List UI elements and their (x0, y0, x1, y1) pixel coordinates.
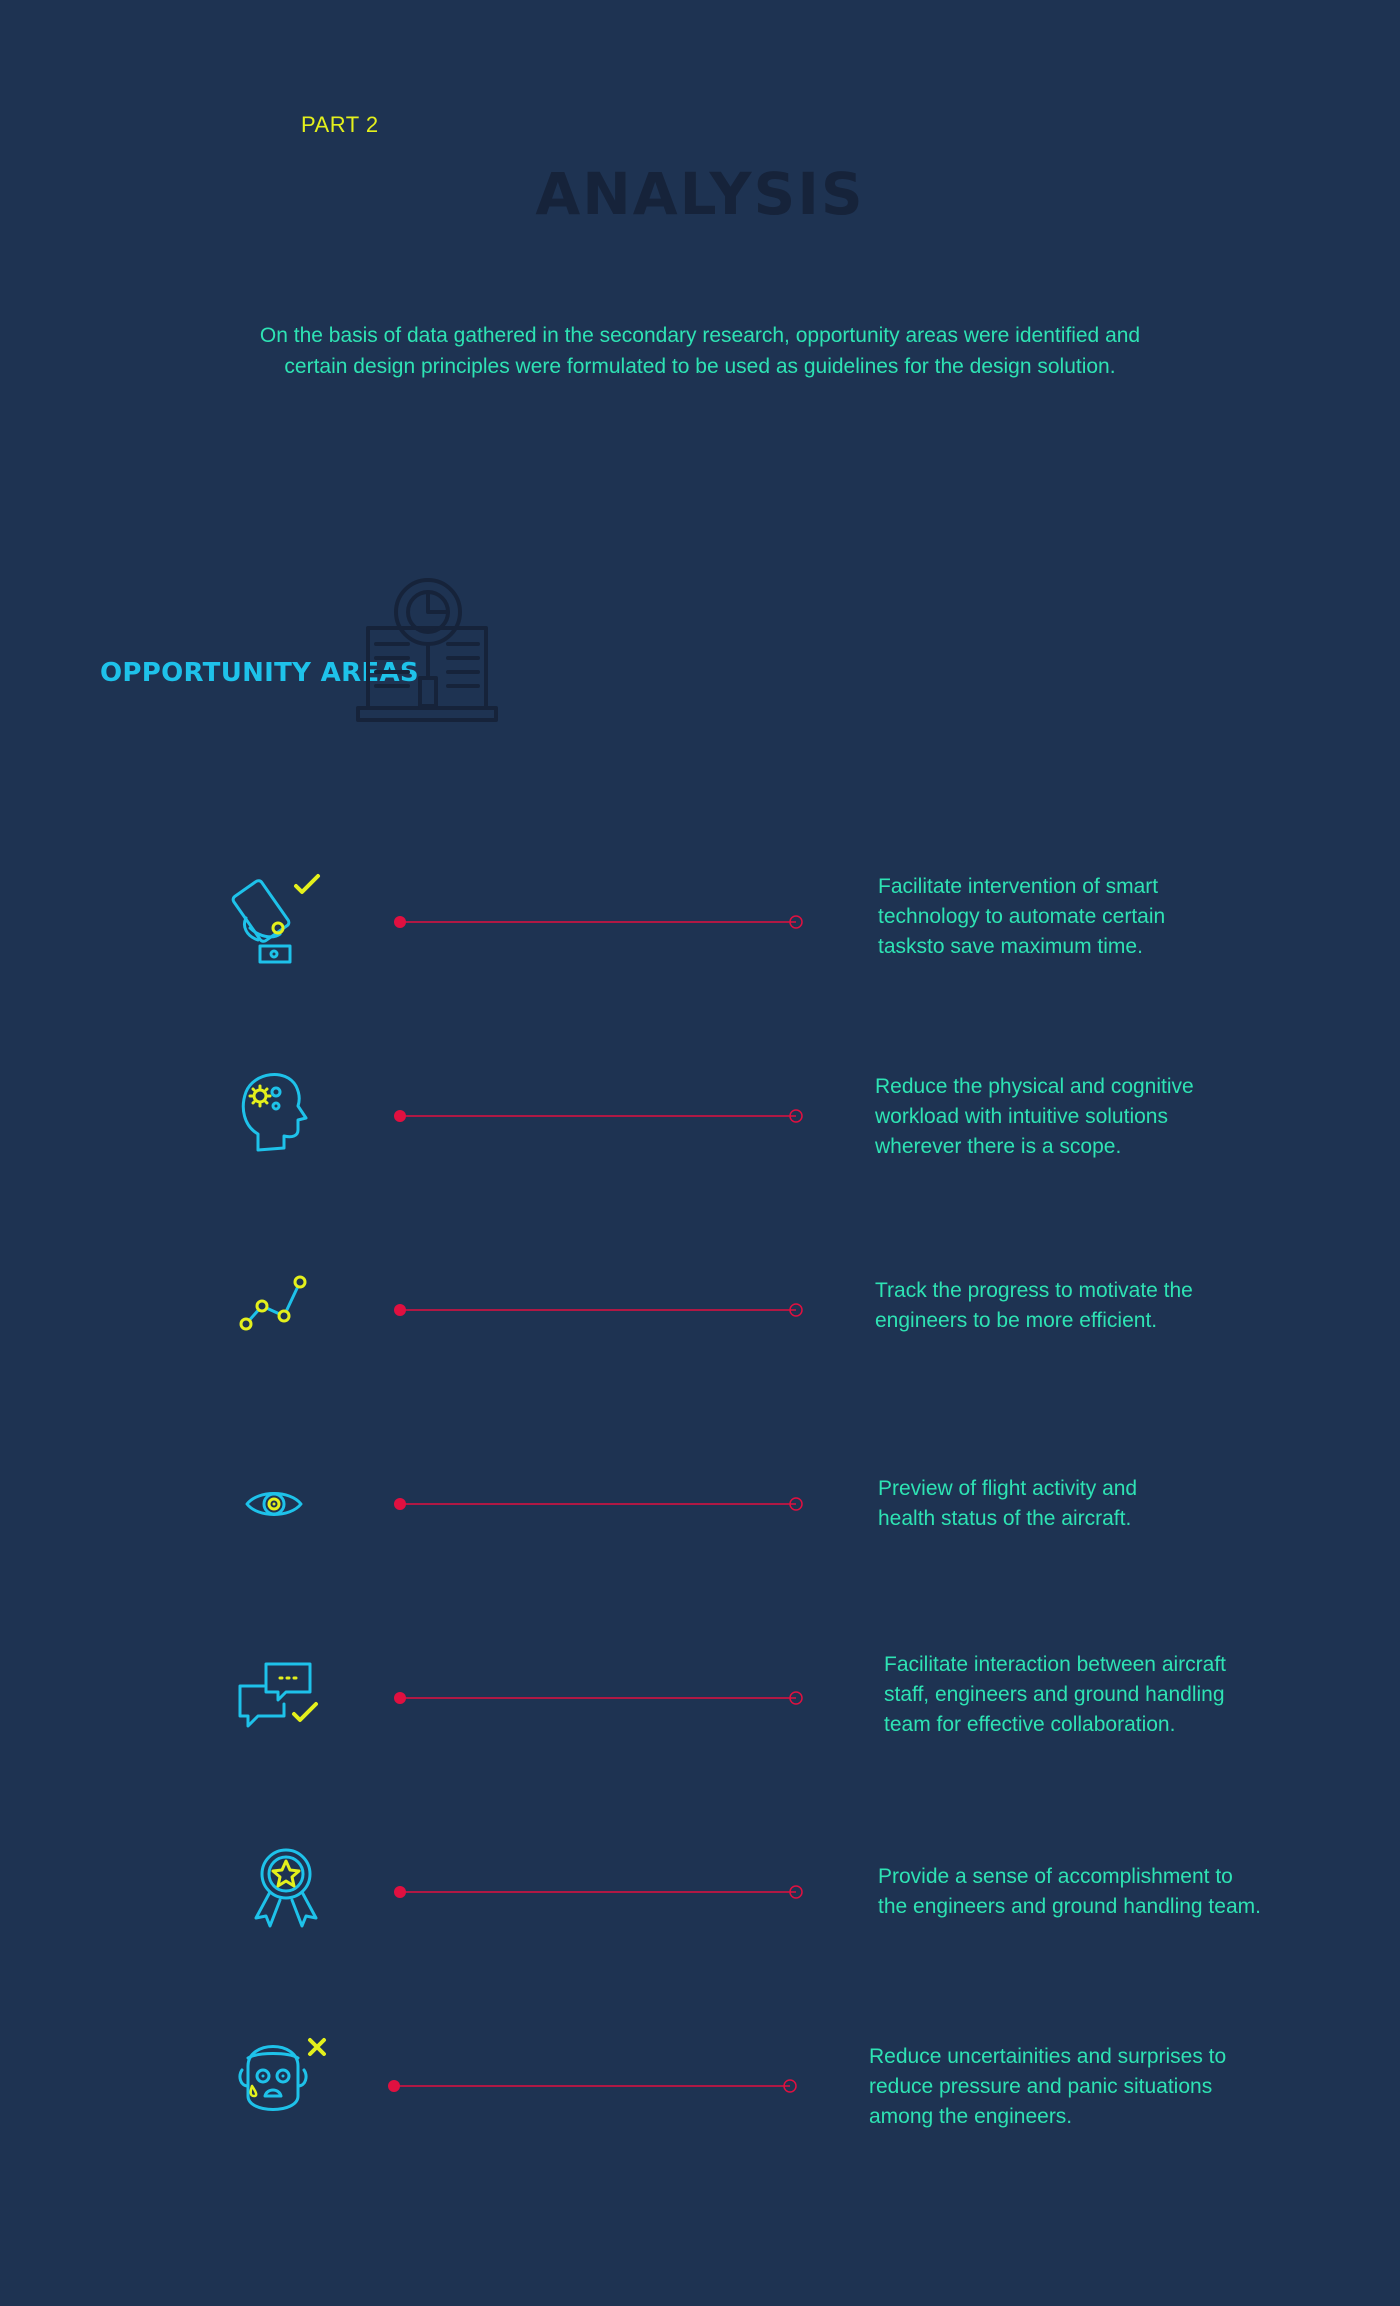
connector-start-dot (394, 1110, 406, 1122)
connector-end-ring (789, 1109, 803, 1123)
connector-line (394, 1303, 803, 1317)
opportunity-text-line: Track the progress to motivate the (875, 1279, 1193, 1302)
connector-line (394, 915, 803, 929)
opportunity-text-line: the engineers and ground handling team. (878, 1895, 1261, 1918)
connector-end-ring (783, 2079, 797, 2093)
chat-bubbles-check-icon (236, 1660, 322, 1735)
part-label: PART 2 (301, 112, 379, 137)
opportunity-text-line: tasksto save maximum time. (878, 935, 1143, 958)
connector-line (394, 1691, 803, 1705)
intro-line: On the basis of data gathered in the sec… (259, 324, 1141, 347)
connector-line (394, 1109, 803, 1123)
opportunity-text-line: Reduce uncertainities and surprises to (869, 2045, 1227, 2068)
connector-start-dot (394, 1886, 406, 1898)
opportunity-text-line: Facilitate intervention of smart (878, 875, 1159, 898)
opportunity-text-line: Facilitate interaction between aircraft (884, 1653, 1226, 1676)
opportunity-text-line: workload with intuitive solutions (875, 1105, 1168, 1128)
page-title: ANALYSIS (535, 160, 865, 228)
opportunity-text: Preview of flight activity and health st… (878, 1474, 1137, 1534)
opportunity-text-line: health status of the aircraft. (878, 1507, 1132, 1530)
connector-line (394, 1497, 803, 1511)
opportunity-text: Provide a sense of accomplishment to the… (878, 1862, 1261, 1922)
phone-check-icon (228, 870, 324, 975)
connector-start-dot (394, 1692, 406, 1704)
opportunity-text-line: reduce pressure and panic situations (869, 2075, 1213, 2098)
connector-start-dot (388, 2080, 400, 2092)
opportunity-text-line: staff, engineers and ground handling (884, 1683, 1225, 1706)
connector-line (388, 2079, 797, 2093)
opportunity-text: Reduce the physical and cognitive worklo… (875, 1072, 1194, 1162)
progress-graph-icon (236, 1270, 310, 1339)
analytics-laptop-icon (352, 578, 502, 731)
opportunity-text: Reduce uncertainities and surprises to r… (869, 2042, 1226, 2132)
head-gears-icon (236, 1068, 308, 1159)
opportunity-text: Track the progress to motivate the engin… (875, 1276, 1193, 1336)
opportunity-text-line: team for effective collaboration. (884, 1713, 1176, 1736)
opportunity-text-line: engineers to be more efficient. (875, 1309, 1158, 1332)
connector-start-dot (394, 1498, 406, 1510)
opportunity-text-line: Preview of flight activity and (878, 1477, 1138, 1500)
connector-end-ring (789, 1303, 803, 1317)
connector-end-ring (789, 1497, 803, 1511)
connector-line (394, 1885, 803, 1899)
opportunity-text-line: Provide a sense of accomplishment to (878, 1865, 1233, 1888)
award-ribbon-icon (250, 1848, 322, 1933)
connector-end-ring (789, 1885, 803, 1899)
section-heading: OPPORTUNITY AREAS (100, 658, 419, 688)
opportunity-text-line: Reduce the physical and cognitive (875, 1075, 1194, 1098)
connector-end-ring (789, 915, 803, 929)
connector-end-ring (789, 1691, 803, 1705)
worried-face-icon (236, 2036, 332, 2131)
opportunity-text-line: among the engineers. (869, 2105, 1073, 2128)
connector-start-dot (394, 1304, 406, 1316)
opportunity-text-line: technology to automate certain (878, 905, 1166, 928)
connector-start-dot (394, 916, 406, 928)
opportunity-text-line: wherever there is a scope. (875, 1135, 1122, 1158)
eye-icon (244, 1484, 304, 1529)
opportunity-text: Facilitate intervention of smart technol… (878, 872, 1165, 962)
opportunity-text: Facilitate interaction between aircraft … (884, 1650, 1226, 1740)
intro-paragraph: On the basis of data gathered in the sec… (200, 320, 1200, 382)
intro-line: certain design principles were formulate… (284, 355, 1116, 378)
